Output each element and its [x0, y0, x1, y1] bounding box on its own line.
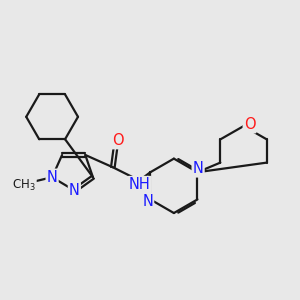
Text: N: N: [193, 161, 204, 176]
Text: N: N: [69, 183, 80, 198]
Text: CH$_3$: CH$_3$: [12, 178, 36, 193]
Text: NH: NH: [129, 177, 151, 192]
Text: O: O: [244, 117, 255, 132]
Text: N: N: [142, 194, 153, 209]
Text: O: O: [112, 133, 123, 148]
Text: N: N: [47, 170, 58, 185]
